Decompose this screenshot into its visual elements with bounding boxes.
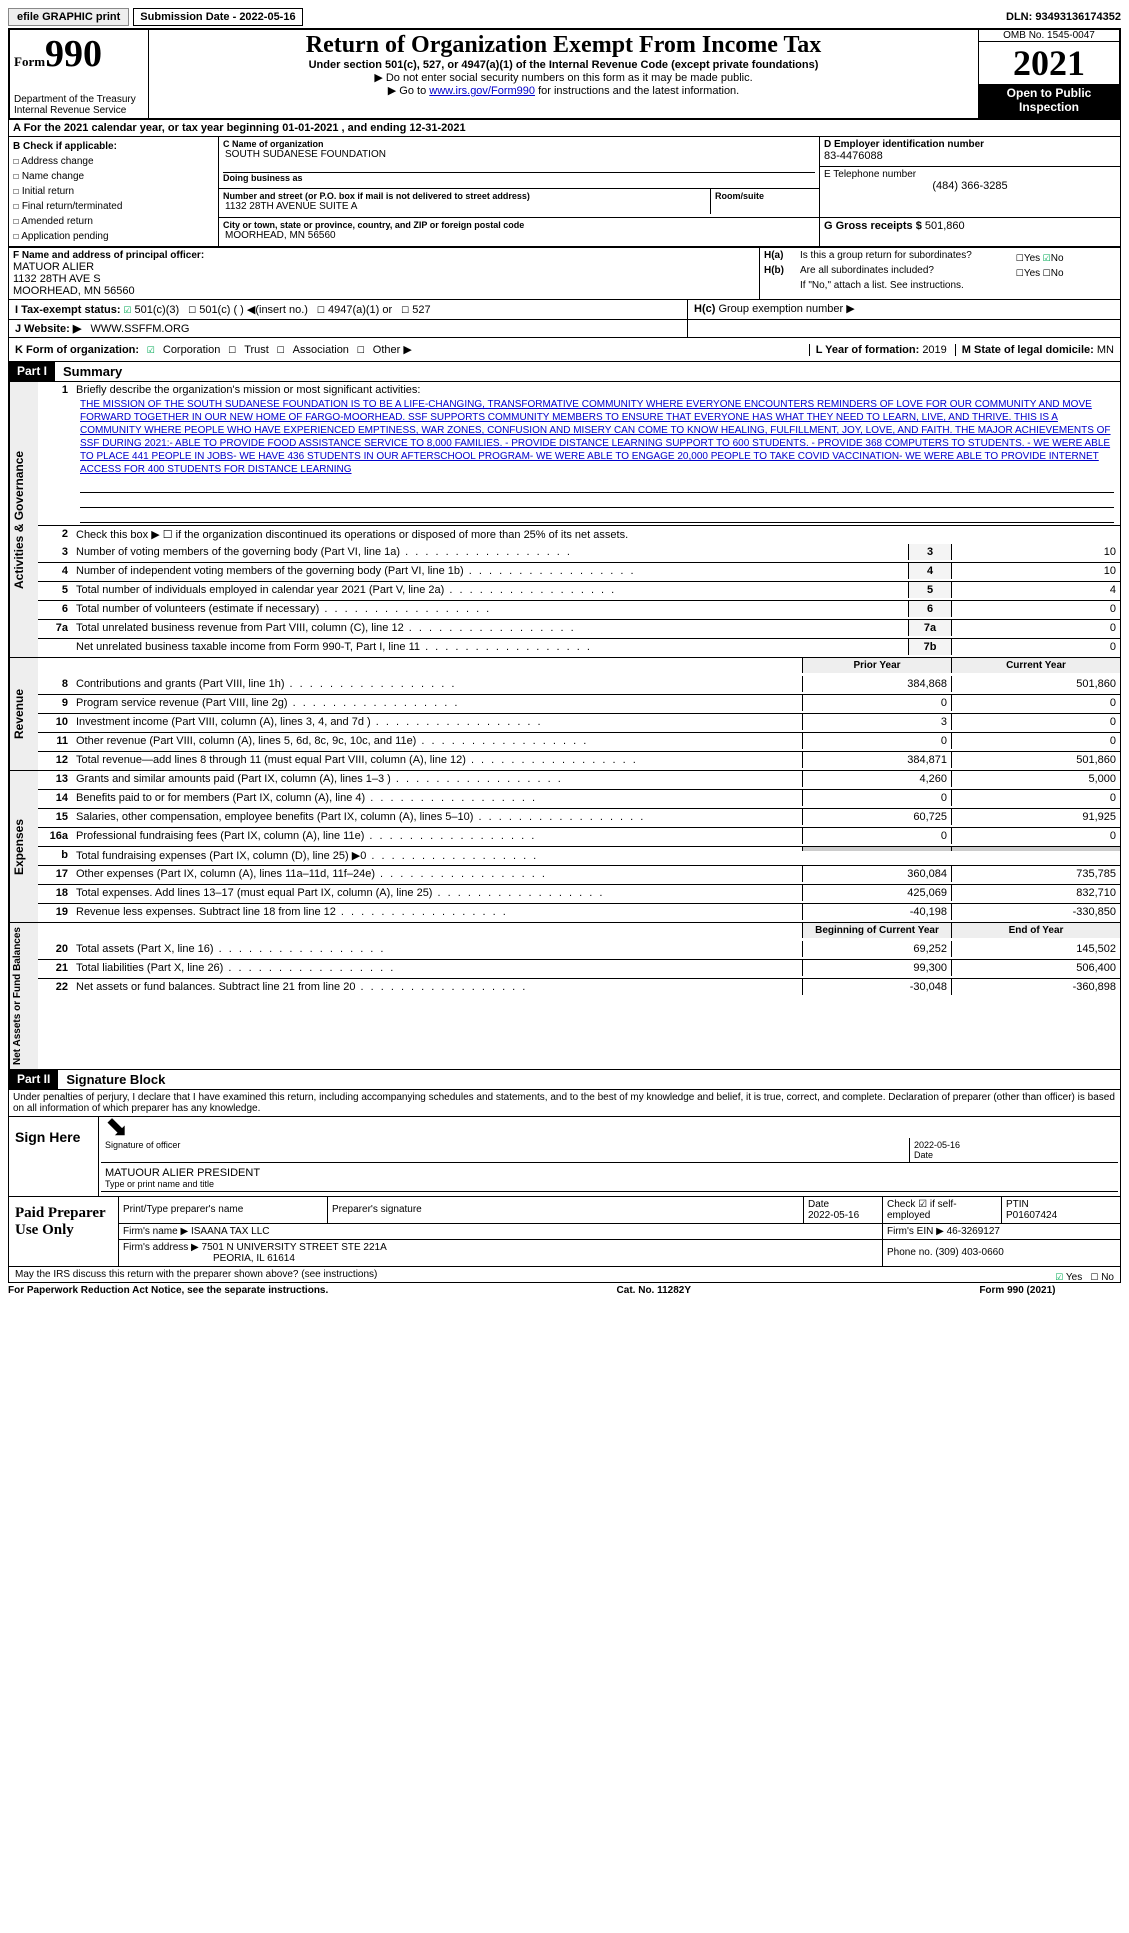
cb-address-change[interactable]: ☐ Address change: [13, 154, 214, 169]
firm-name: ISAANA TAX LLC: [191, 1226, 270, 1237]
section-netassets: Net Assets or Fund Balances Beginning of…: [8, 923, 1121, 1070]
dept-label: Department of the Treasury: [14, 94, 144, 105]
box-c-addr: Number and street (or P.O. box if mail i…: [219, 189, 820, 218]
goto-note: ▶ Go to www.irs.gov/Form990 for instruct…: [153, 84, 974, 97]
state-domicile: MN: [1097, 344, 1114, 356]
cb-name-change[interactable]: ☐ Name change: [13, 169, 214, 184]
summary-line: 11Other revenue (Part VIII, column (A), …: [38, 732, 1120, 751]
firm-phone: (309) 403-0660: [935, 1247, 1003, 1258]
perjury-text: Under penalties of perjury, I declare th…: [9, 1090, 1120, 1116]
summary-line: 21Total liabilities (Part X, line 26)99,…: [38, 959, 1120, 978]
summary-line: 14Benefits paid to or for members (Part …: [38, 789, 1120, 808]
box-g: G Gross receipts $ 501,860: [820, 218, 1120, 247]
officer-addr1: 1132 28TH AVE S: [13, 273, 755, 285]
gross-receipts: 501,860: [925, 220, 965, 232]
part1-header: Part I Summary: [8, 362, 1121, 382]
box-d-e: D Employer identification number 83-4476…: [820, 137, 1120, 218]
box-b: B Check if applicable: ☐ Address change …: [9, 137, 219, 247]
submission-date: Submission Date - 2022-05-16: [133, 8, 302, 26]
discuss-row: May the IRS discuss this return with the…: [8, 1267, 1121, 1283]
officer-name: MATUOR ALIER: [13, 261, 755, 273]
summary-line: 9Program service revenue (Part VIII, lin…: [38, 694, 1120, 713]
mission-text: THE MISSION OF THE SOUTH SUDANESE FOUNDA…: [76, 396, 1118, 478]
summary-line: 7aTotal unrelated business revenue from …: [38, 619, 1120, 638]
form990-link[interactable]: www.irs.gov/Form990: [429, 85, 535, 97]
dln-label: DLN: 93493136174352: [1006, 11, 1121, 23]
firm-ein: 46-3269127: [947, 1226, 1000, 1237]
efile-button[interactable]: efile GRAPHIC print: [8, 8, 129, 26]
summary-line: 8Contributions and grants (Part VIII, li…: [38, 676, 1120, 694]
officer-h-section: F Name and address of principal officer:…: [8, 248, 1121, 300]
row-i: I Tax-exempt status: ☑ 501(c)(3) ☐ 501(c…: [8, 300, 1121, 320]
tax-year: 2021: [979, 42, 1119, 84]
summary-line: 20Total assets (Part X, line 16)69,25214…: [38, 941, 1120, 959]
box-c-name: C Name of organization SOUTH SUDANESE FO…: [219, 137, 820, 189]
summary-line: 15Salaries, other compensation, employee…: [38, 808, 1120, 827]
irs-label: Internal Revenue Service: [14, 105, 144, 116]
row-j: J Website: ▶ WWW.SSFFM.ORG: [8, 320, 1121, 338]
phone-value: (484) 366-3285: [824, 180, 1116, 192]
ptin-value: P01607424: [1006, 1210, 1057, 1221]
summary-line: 4Number of independent voting members of…: [38, 562, 1120, 581]
box-c-city: City or town, state or province, country…: [219, 218, 820, 247]
summary-line: 3Number of voting members of the governi…: [38, 544, 1120, 562]
header-fields: B Check if applicable: ☐ Address change …: [8, 137, 1121, 248]
section-revenue: Revenue b Prior Year Current Year 8Contr…: [8, 658, 1121, 771]
summary-line: 22Net assets or fund balances. Subtract …: [38, 978, 1120, 997]
summary-line: bTotal fundraising expenses (Part IX, co…: [38, 846, 1120, 865]
preparer-table: Print/Type preparer's name Preparer's si…: [119, 1197, 1120, 1266]
section-a: A For the 2021 calendar year, or tax yea…: [8, 120, 1121, 137]
section-ag: Activities & Governance 1 Briefly descri…: [8, 382, 1121, 658]
cb-final-return[interactable]: ☐ Final return/terminated: [13, 199, 214, 214]
omb-number: OMB No. 1545-0047: [979, 30, 1119, 42]
summary-line: 12Total revenue—add lines 8 through 11 (…: [38, 751, 1120, 770]
section-expenses: Expenses 13Grants and similar amounts pa…: [8, 771, 1121, 923]
page-footer: For Paperwork Reduction Act Notice, see …: [8, 1283, 1055, 1298]
officer-sig-name: MATUOUR ALIER PRESIDENT: [105, 1167, 260, 1179]
form-subtitle: Under section 501(c), 527, or 4947(a)(1)…: [153, 59, 974, 71]
website-value: WWW.SSFFM.ORG: [91, 323, 190, 335]
form-title: Return of Organization Exempt From Incom…: [153, 32, 974, 59]
summary-line: 16aProfessional fundraising fees (Part I…: [38, 827, 1120, 846]
part2-header: Part II Signature Block: [8, 1070, 1121, 1090]
cb-app-pending[interactable]: ☐ Application pending: [13, 229, 214, 244]
officer-addr2: MOORHEAD, MN 56560: [13, 285, 755, 297]
open-inspection: Open to Public Inspection: [979, 84, 1119, 116]
summary-line: 17Other expenses (Part IX, column (A), l…: [38, 865, 1120, 884]
ssn-note: ▶ Do not enter social security numbers o…: [153, 71, 974, 84]
summary-line: 6Total number of volunteers (estimate if…: [38, 600, 1120, 619]
firm-addr: 7501 N UNIVERSITY STREET STE 221A: [202, 1242, 387, 1253]
summary-line: 10Investment income (Part VIII, column (…: [38, 713, 1120, 732]
summary-line: 5Total number of individuals employed in…: [38, 581, 1120, 600]
signature-block: Under penalties of perjury, I declare th…: [8, 1090, 1121, 1267]
summary-line: 19Revenue less expenses. Subtract line 1…: [38, 903, 1120, 922]
summary-line: 18Total expenses. Add lines 13–17 (must …: [38, 884, 1120, 903]
ein-value: 83-4476088: [824, 150, 1116, 162]
year-formation: 2019: [922, 344, 946, 356]
cb-amended[interactable]: ☐ Amended return: [13, 214, 214, 229]
summary-line: 13Grants and similar amounts paid (Part …: [38, 771, 1120, 789]
cb-initial-return[interactable]: ☐ Initial return: [13, 184, 214, 199]
form-number: Form990: [14, 32, 144, 76]
org-name: SOUTH SUDANESE FOUNDATION: [223, 149, 815, 160]
city-value: MOORHEAD, MN 56560: [223, 230, 815, 241]
summary-line: Net unrelated business taxable income fr…: [38, 638, 1120, 657]
row-k: K Form of organization: ☑ Corporation ☐ …: [8, 338, 1121, 362]
street-value: 1132 28TH AVENUE SUITE A: [223, 201, 706, 212]
top-bar: efile GRAPHIC print Submission Date - 20…: [8, 8, 1121, 26]
form-header: Form990 Department of the Treasury Inter…: [8, 28, 1121, 120]
